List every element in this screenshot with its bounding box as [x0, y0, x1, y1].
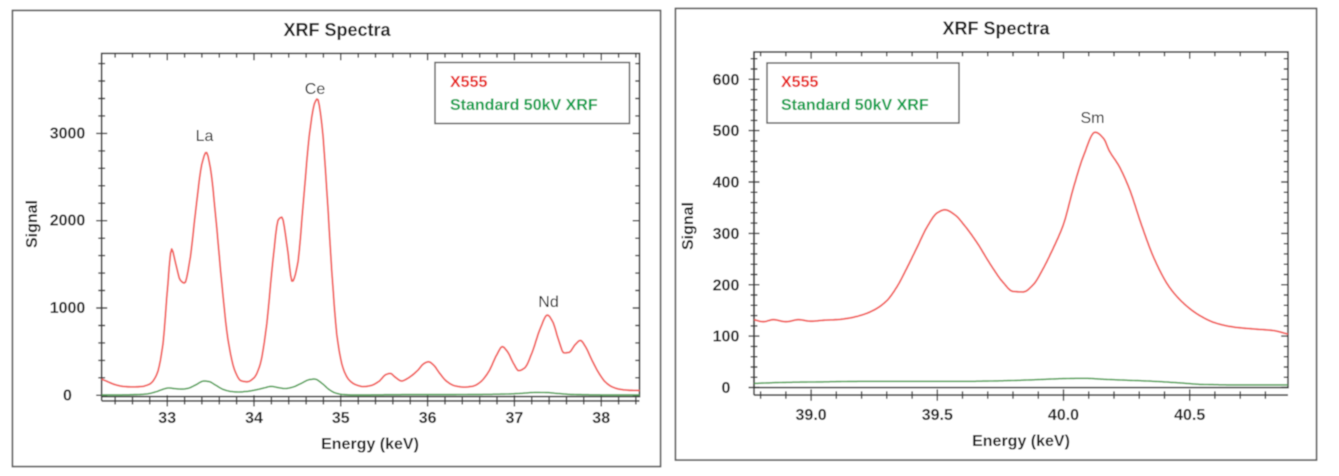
svg-text:39.0: 39.0: [796, 407, 827, 424]
svg-text:3000: 3000: [50, 125, 86, 142]
svg-text:300: 300: [713, 226, 740, 243]
svg-text:0: 0: [722, 380, 731, 397]
svg-text:Signal: Signal: [24, 200, 41, 248]
svg-text:33: 33: [158, 410, 176, 427]
svg-text:100: 100: [713, 329, 740, 346]
svg-text:40.0: 40.0: [1048, 407, 1079, 424]
svg-text:Energy (keV): Energy (keV): [321, 436, 419, 453]
svg-text:35: 35: [332, 410, 350, 427]
svg-text:Sm: Sm: [1081, 110, 1105, 127]
svg-text:X555: X555: [450, 74, 487, 91]
svg-text:0: 0: [63, 387, 72, 404]
svg-text:500: 500: [713, 123, 740, 140]
svg-text:40.5: 40.5: [1174, 407, 1205, 424]
svg-text:200: 200: [713, 277, 740, 294]
svg-text:400: 400: [713, 175, 740, 192]
svg-text:39.5: 39.5: [922, 407, 953, 424]
svg-text:La: La: [196, 128, 214, 145]
svg-text:Signal: Signal: [680, 202, 697, 250]
svg-text:36: 36: [419, 410, 437, 427]
svg-text:Ce: Ce: [305, 81, 326, 98]
svg-text:38: 38: [592, 410, 610, 427]
svg-text:Standard 50kV XRF: Standard 50kV XRF: [450, 97, 598, 114]
svg-text:37: 37: [506, 410, 524, 427]
svg-text:1000: 1000: [50, 300, 86, 317]
svg-text:34: 34: [245, 410, 263, 427]
svg-text:X555: X555: [781, 74, 818, 91]
svg-text:600: 600: [713, 72, 740, 89]
svg-text:Energy (keV): Energy (keV): [972, 433, 1070, 450]
svg-text:Nd: Nd: [538, 294, 558, 311]
svg-text:Standard 50kV XRF: Standard 50kV XRF: [781, 97, 929, 114]
svg-text:XRF Spectra: XRF Spectra: [283, 20, 391, 40]
svg-text:XRF Spectra: XRF Spectra: [942, 19, 1050, 39]
svg-text:2000: 2000: [50, 213, 86, 230]
